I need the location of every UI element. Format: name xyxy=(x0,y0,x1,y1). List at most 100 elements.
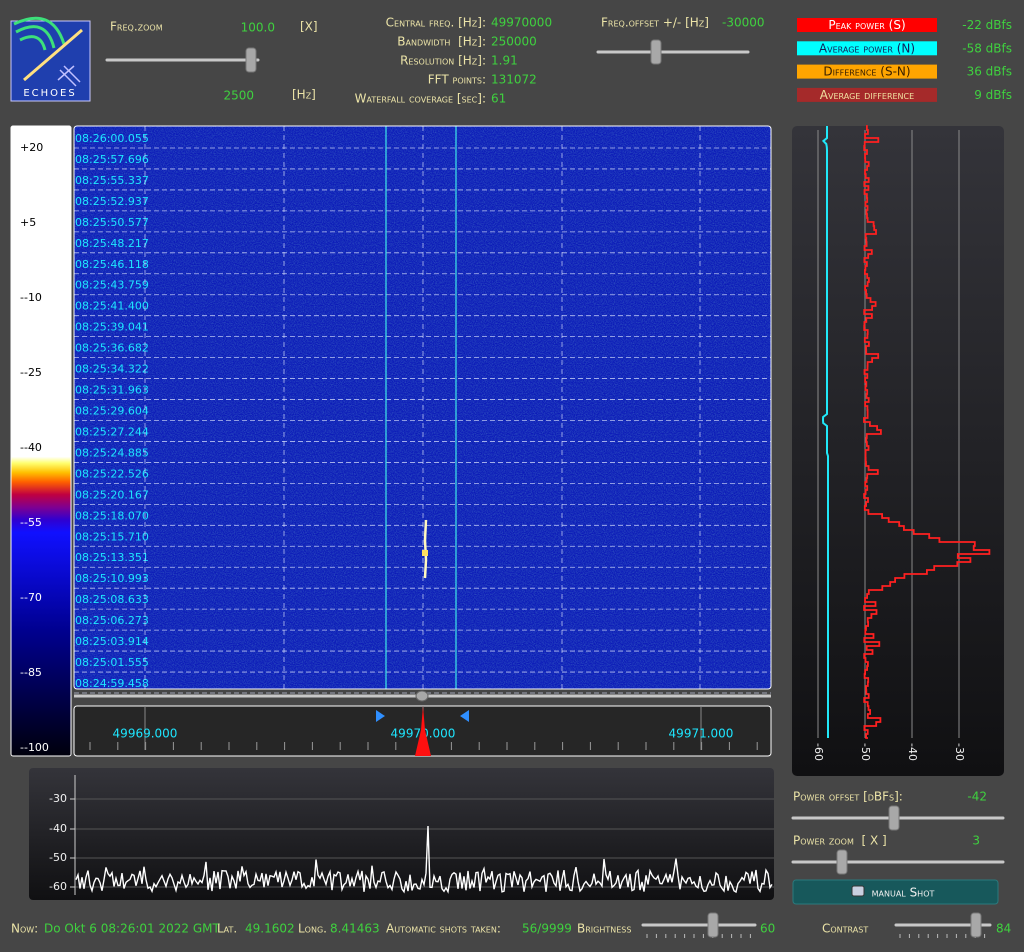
spectrum-panel xyxy=(29,768,774,900)
logo-waves xyxy=(13,16,66,51)
power-panel xyxy=(792,126,1004,776)
freq-offset-slider-knob[interactable] xyxy=(650,39,662,65)
power-zoom-slider-knob[interactable] xyxy=(836,849,848,875)
timestamp: 08:25:31.963 xyxy=(75,384,149,397)
status-label: Contrast xyxy=(822,922,868,936)
color-scale-label: --85 xyxy=(20,666,42,679)
timestamp: 08:25:27.244 xyxy=(75,425,149,438)
freq-zoom-hz-unit: [Hz] xyxy=(292,88,316,102)
waterfall-noise xyxy=(74,126,771,689)
meteor-echo xyxy=(423,519,428,579)
color-scale-label: --70 xyxy=(20,591,42,604)
color-scale-label: --100 xyxy=(20,741,49,754)
status-label: Brightness xyxy=(577,922,631,936)
meteor-head xyxy=(422,550,428,556)
power-offset-label: Power offset [dBFs]: xyxy=(793,790,903,804)
legend-label: Average power (N) xyxy=(819,41,915,55)
legend-swatch xyxy=(797,18,937,32)
timestamp: 08:25:52.937 xyxy=(75,195,149,208)
timestamp: 08:25:46.118 xyxy=(75,258,149,271)
logo-text: ECHOES xyxy=(23,88,76,99)
timestamp: 08:25:10.993 xyxy=(75,572,149,585)
info-label: Resolution [Hz]: xyxy=(400,54,486,68)
freq-zoom-unit: [X] xyxy=(300,20,318,34)
info-value: 131072 xyxy=(491,73,537,87)
timestamp: 08:24:59.458 xyxy=(75,677,149,690)
status-value: 60 xyxy=(760,922,775,936)
timestamp: 08:25:01.555 xyxy=(75,656,149,669)
freq-axis-label: 49971.000 xyxy=(669,727,734,741)
status-value: 49.1602 xyxy=(245,922,295,936)
status-value: Do Okt 6 08:26:01 2022 GMT xyxy=(44,922,220,936)
timestamp: 08:25:36.682 xyxy=(75,342,149,355)
timestamp: 08:25:13.351 xyxy=(75,551,149,564)
legend-label: Peak power (S) xyxy=(828,18,905,32)
power-axis-label: -40 xyxy=(906,743,919,761)
spectrum-axis-label: -60 xyxy=(49,880,67,893)
waterfall-border xyxy=(73,125,772,690)
freq-peak xyxy=(415,706,431,756)
color-scale-label: --25 xyxy=(20,366,42,379)
status-value: 8.41463 xyxy=(330,922,380,936)
legend-value: -58 dBfs xyxy=(962,41,1012,55)
freq-zoom-hz-value: 2500 xyxy=(223,89,254,103)
status-label: Lat. xyxy=(217,922,237,936)
manual-shot-label: manual Shot xyxy=(872,886,935,900)
timestamp: 08:25:29.604 xyxy=(75,405,149,418)
timestamp: 08:25:06.273 xyxy=(75,614,149,627)
waterfall-scroll-knob[interactable] xyxy=(415,690,429,702)
freq-zoom-label: Freq.zoom xyxy=(110,20,163,34)
color-scale-label: --55 xyxy=(20,516,42,529)
info-value: 250000 xyxy=(491,35,537,49)
timestamp: 08:25:39.041 xyxy=(75,321,149,334)
spectrum-axis-label: -40 xyxy=(49,822,67,835)
timestamp: 08:25:22.526 xyxy=(75,467,149,480)
spectrum-trace xyxy=(75,825,773,894)
timestamp: 08:25:03.914 xyxy=(75,635,149,648)
status-value: 56/9999 xyxy=(522,922,572,936)
timestamp: 08:25:34.322 xyxy=(75,363,149,376)
freq-axis-label: 49969.000 xyxy=(113,727,178,741)
camera-icon xyxy=(851,885,865,897)
timestamp: 08:25:18.070 xyxy=(75,509,149,522)
info-label: Central freq. [Hz]: xyxy=(386,16,486,30)
status-value: 84 xyxy=(996,922,1011,936)
timestamp: 08:25:08.633 xyxy=(75,593,149,606)
power-axis-label: -50 xyxy=(859,743,872,761)
timestamp: 08:25:20.167 xyxy=(75,488,149,501)
status-label: Long. xyxy=(298,922,327,936)
info-label: Waterfall coverage [sec]: xyxy=(355,92,486,106)
spectrum-axis-label: -30 xyxy=(49,792,67,805)
contrast-slider-knob[interactable] xyxy=(970,912,982,938)
timestamp: 08:25:43.759 xyxy=(75,279,149,292)
freq-zoom-slider-knob[interactable] xyxy=(245,47,257,73)
color-scale-label: --40 xyxy=(20,441,42,454)
legend-value: -22 dBfs xyxy=(962,18,1012,32)
legend-label: Difference (S-N) xyxy=(823,65,910,79)
timestamp: 08:26:00.055 xyxy=(75,132,149,145)
color-scale-label: --10 xyxy=(20,291,42,304)
power-zoom-value: 3 xyxy=(972,834,980,848)
color-scale-label: +5 xyxy=(20,216,36,229)
legend-label: Average difference xyxy=(820,88,914,102)
band-marker-right[interactable] xyxy=(460,710,469,722)
freq-offset-value: -30000 xyxy=(722,16,765,30)
timestamp: 08:25:50.577 xyxy=(75,216,149,229)
band-marker-left[interactable] xyxy=(376,710,385,722)
logo-antenna xyxy=(57,65,81,87)
info-value: 49970000 xyxy=(491,16,552,30)
manual-shot-button[interactable] xyxy=(792,879,999,905)
status-label: Now: xyxy=(11,922,38,936)
status-label: Automatic shots taken: xyxy=(386,922,501,936)
legend-swatch xyxy=(797,41,937,56)
legend-value: 36 dBfs xyxy=(967,65,1012,79)
timestamp: 08:25:57.696 xyxy=(75,153,149,166)
timestamp: 08:25:24.885 xyxy=(75,446,149,459)
color-scale-label: +20 xyxy=(20,141,43,154)
power-offset-slider-knob[interactable] xyxy=(888,805,900,831)
brightness-slider-knob[interactable] xyxy=(707,912,719,938)
peak-power-trace xyxy=(863,125,991,739)
